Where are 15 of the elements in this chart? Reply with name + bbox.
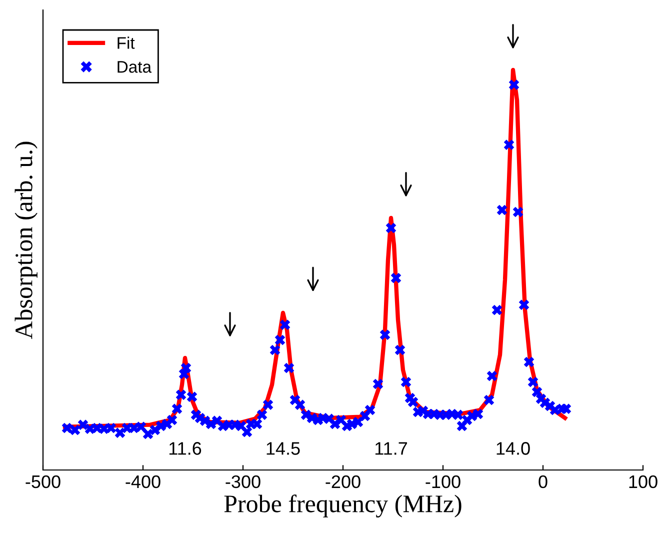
annotation: 14.0 xyxy=(496,442,530,455)
x-tick-label: 0 xyxy=(538,475,548,488)
x-tick-label: -300 xyxy=(226,475,260,488)
annotation: 14.5 xyxy=(266,442,300,455)
legend-label: Fit xyxy=(118,36,135,49)
x-tick-label: -400 xyxy=(126,475,160,488)
x-tick-label: -200 xyxy=(326,475,360,488)
x-tick-label: -500 xyxy=(26,475,60,488)
x-axis-title: Probe frequency (MHz) xyxy=(224,494,462,518)
annotation: 11.7 xyxy=(375,442,407,455)
annotation: 11.6 xyxy=(169,442,202,455)
legend-label: Data xyxy=(118,61,152,73)
x-tick-label: 100 xyxy=(629,475,658,488)
y-axis-title: Absorption (arb. u.) xyxy=(14,142,38,340)
x-tick-label: -100 xyxy=(426,475,460,488)
